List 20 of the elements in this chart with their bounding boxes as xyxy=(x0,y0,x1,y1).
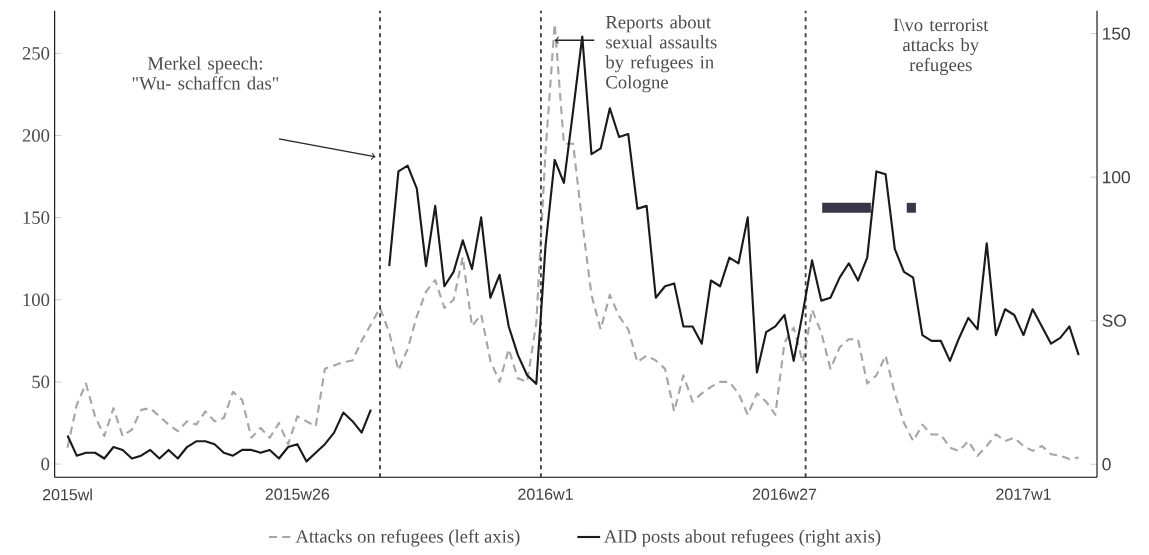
y2-tick-label: 150 xyxy=(1103,27,1130,40)
annotation: Merkel speech: "Wu- schaffcn das" xyxy=(132,56,279,90)
x-tick-label: 2016w1 xyxy=(518,488,573,500)
y-tick-label: 0 xyxy=(41,457,50,471)
annotation: Reports about sexual assaults by refugees in Cologne xyxy=(605,15,717,93)
x-tick-label: 2015w26 xyxy=(265,488,330,500)
annotation: I\vo terrorist attacks by refugees xyxy=(893,18,989,75)
y-tick-label: 250 xyxy=(22,46,50,60)
y2-tick-label: 0 xyxy=(1102,458,1111,471)
y-tick-label: 100 xyxy=(23,293,50,306)
x-tick-label: 2015wl xyxy=(42,488,92,501)
y2-tick-label: SO xyxy=(1102,314,1126,327)
y-tick-label: 200 xyxy=(22,129,50,142)
x-tick-label: 2016w27 xyxy=(752,488,817,500)
x-tick-label: 2017w1 xyxy=(996,488,1051,500)
legend-label: Attacks on refugees (left axis) xyxy=(295,529,520,547)
y2-tick-label: 100 xyxy=(1103,170,1130,184)
legend-label: AID posts about refugees (right axis) xyxy=(604,529,881,547)
y-tick-label: 50 xyxy=(32,375,50,389)
y-tick-label: 150 xyxy=(23,211,50,224)
